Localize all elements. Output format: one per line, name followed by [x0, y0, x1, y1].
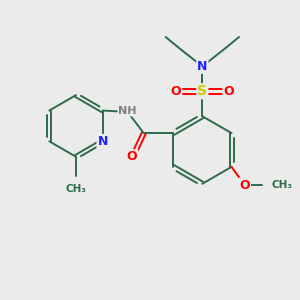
Text: S: S — [197, 84, 207, 98]
Text: N: N — [197, 60, 208, 73]
Text: O: O — [224, 85, 234, 98]
Text: N: N — [98, 135, 108, 148]
Text: O: O — [171, 85, 181, 98]
Text: O: O — [127, 150, 137, 163]
Text: O: O — [239, 178, 250, 192]
Text: CH₃: CH₃ — [65, 184, 86, 194]
Text: NH: NH — [118, 106, 137, 116]
Text: CH₃: CH₃ — [272, 180, 293, 190]
